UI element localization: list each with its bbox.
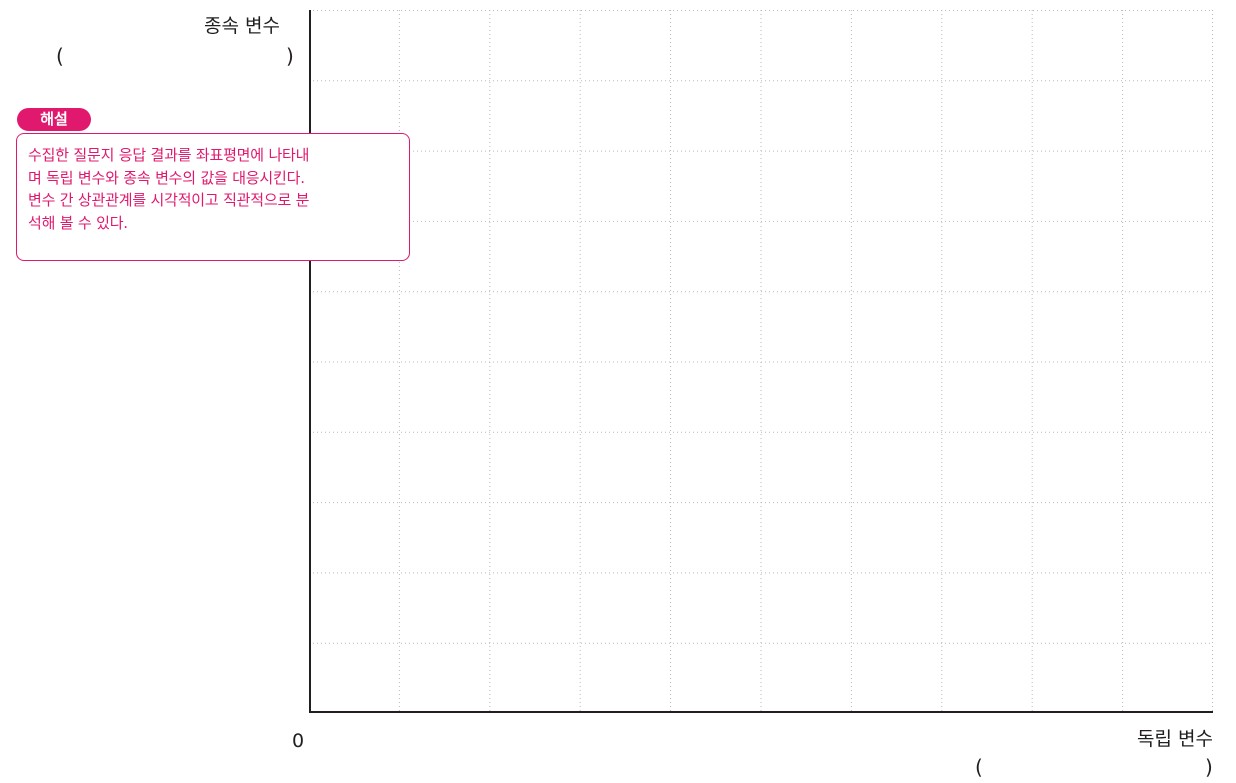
y-axis-paren-close: ) — [286, 44, 294, 68]
x-axis-paren-open: ( — [975, 755, 983, 779]
y-axis-paren-open: ( — [56, 44, 64, 68]
explanation-line: 며 독립 변수와 종속 변수의 값을 대응시킨다. — [28, 168, 305, 187]
explanation-badge: 해설 — [17, 108, 91, 131]
coordinate-plane[interactable] — [309, 10, 1213, 713]
y-axis-title: 종속 변수 — [204, 15, 280, 37]
explanation-line: 변수 간 상관관계를 시각적이고 직관적으로 분 — [28, 191, 310, 209]
origin-label: 0 — [292, 730, 305, 752]
explanation-line: 석해 볼 수 있다. — [28, 213, 128, 232]
x-axis-title: 독립 변수 — [1137, 728, 1213, 750]
x-axis-paren-close: ) — [1205, 755, 1213, 779]
explanation-box: 수집한 질문지 응답 결과를 좌표평면에 나타내 며 독립 변수와 종속 변수의… — [16, 133, 410, 261]
explanation-line: 수집한 질문지 응답 결과를 좌표평면에 나타내 — [28, 146, 310, 164]
grid-svg — [309, 10, 1213, 713]
